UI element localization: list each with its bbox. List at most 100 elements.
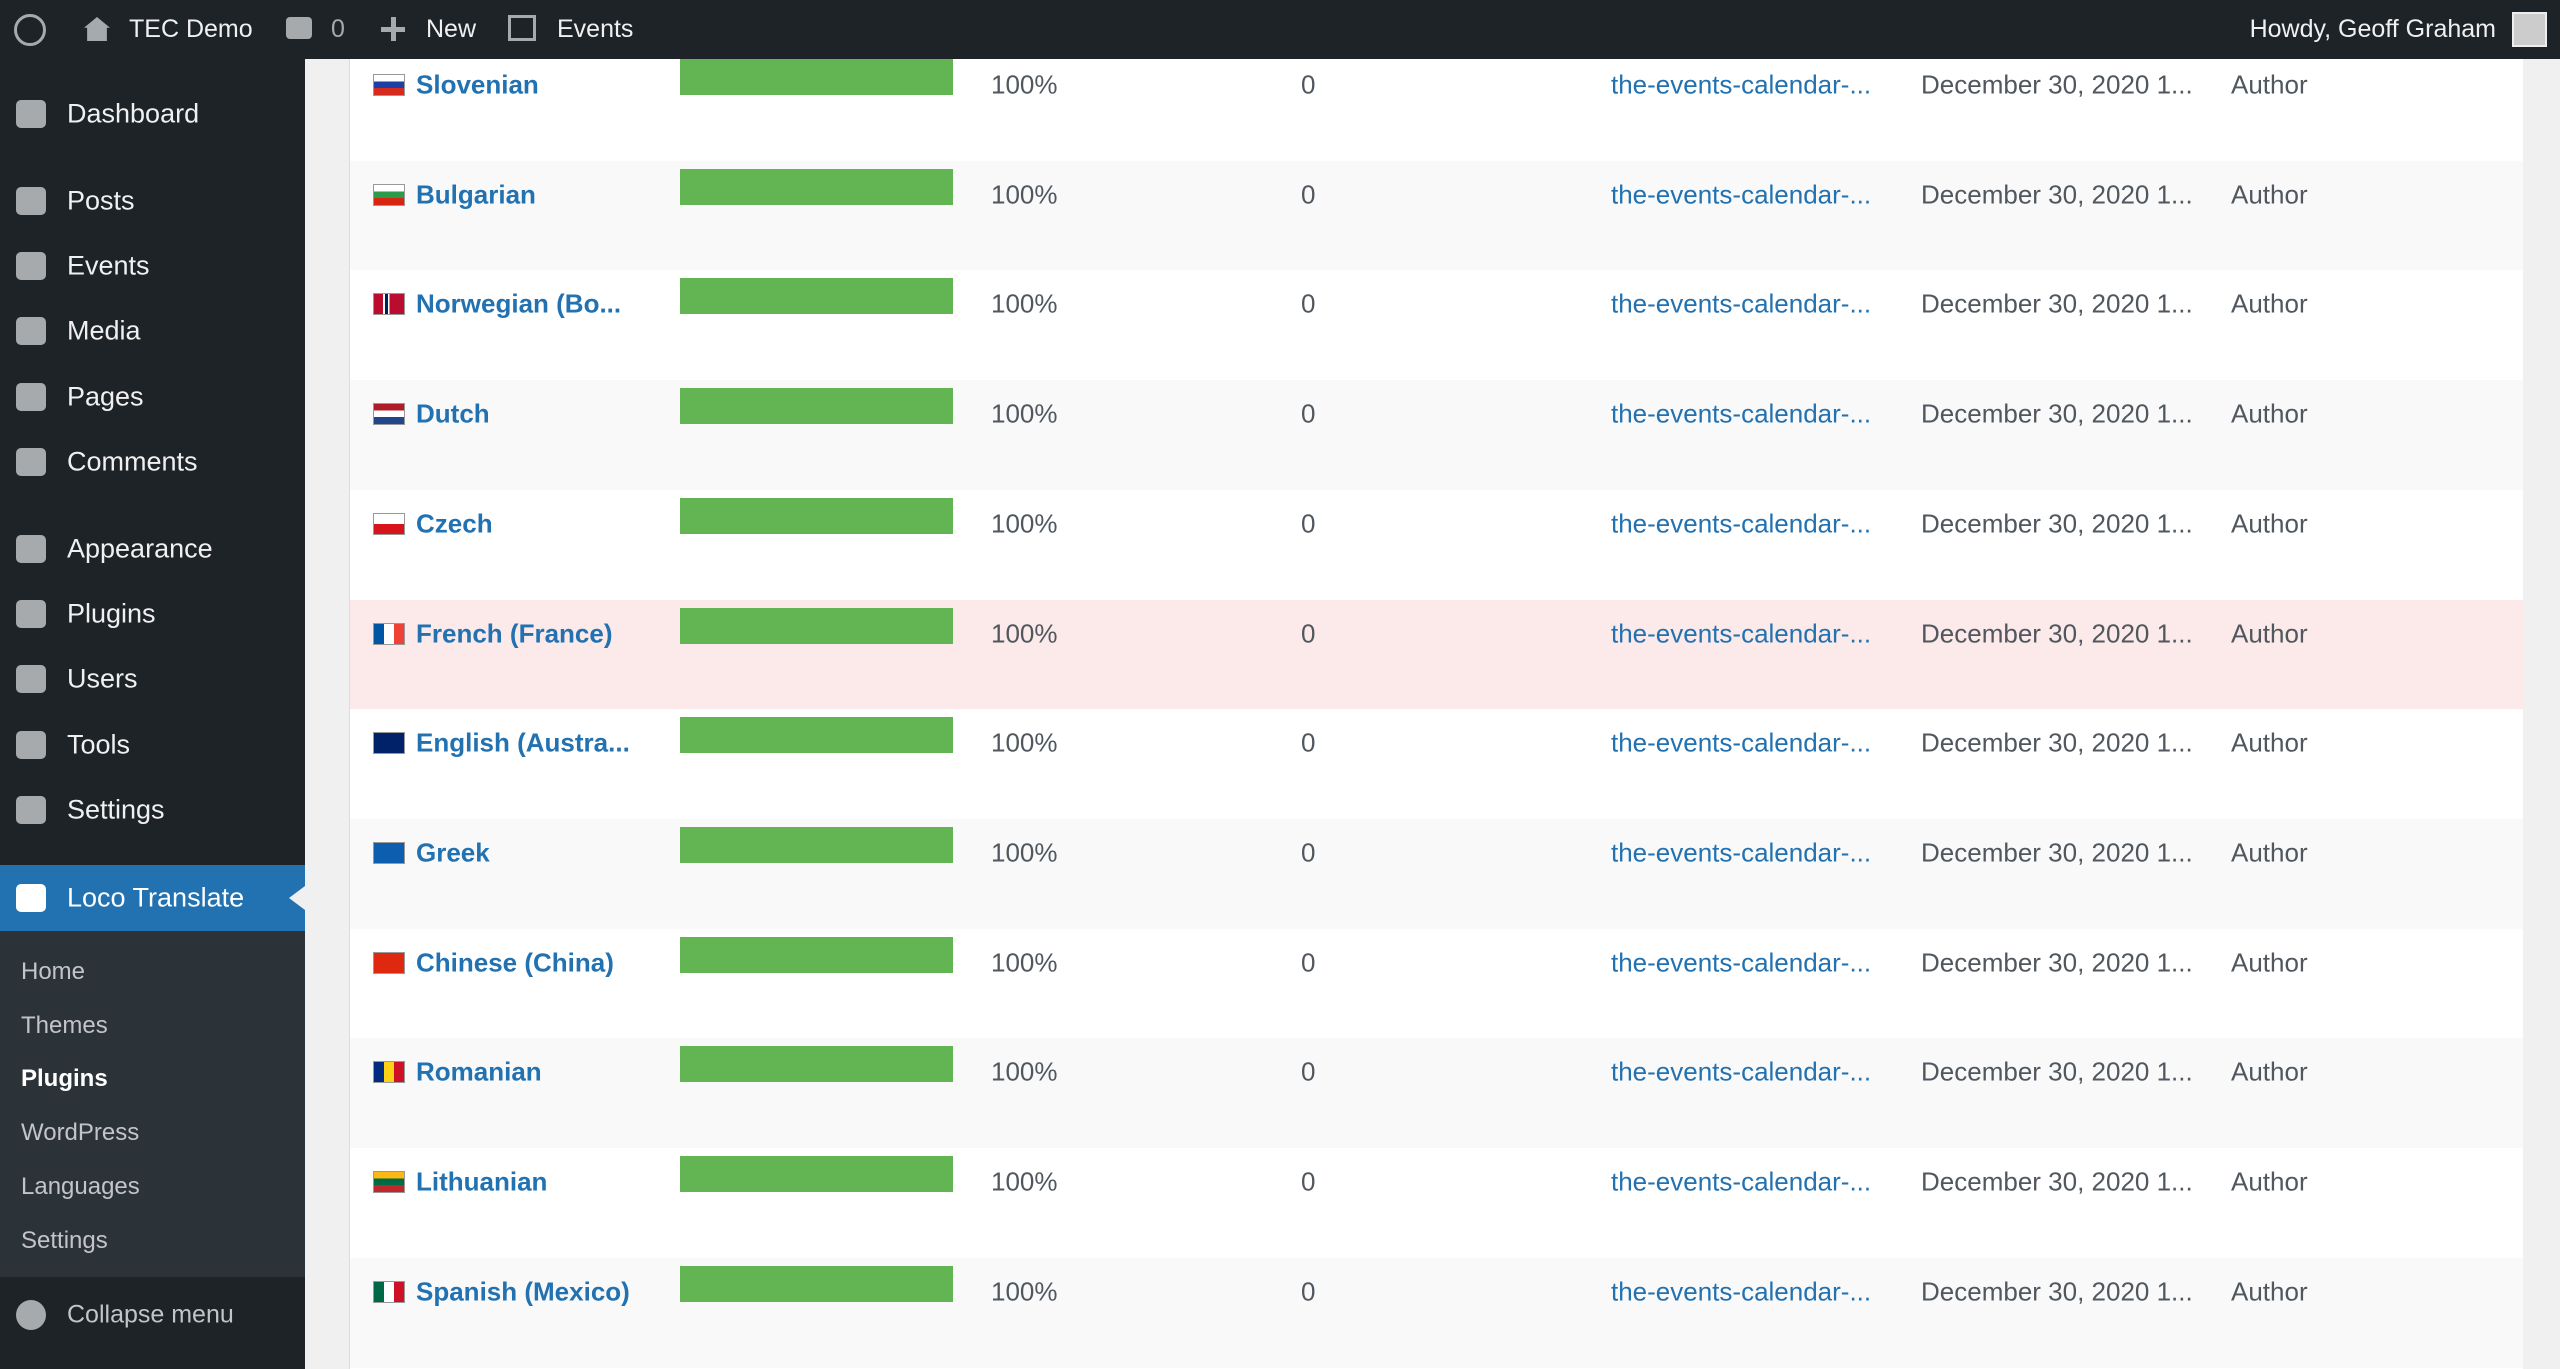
language-link[interactable]: Lithuanian: [416, 1166, 548, 1197]
language-link[interactable]: Bulgarian: [416, 179, 536, 210]
author: Author: [2231, 837, 2308, 868]
file-link[interactable]: the-events-calendar-...: [1611, 1056, 1872, 1087]
progress-percent: 100%: [991, 1166, 1058, 1197]
file-link[interactable]: the-events-calendar-...: [1611, 398, 1872, 429]
file-link[interactable]: the-events-calendar-...: [1611, 947, 1872, 978]
pending-count: 0: [1301, 947, 1316, 978]
flag-icon: [373, 951, 405, 974]
calendar-icon[interactable]: [508, 15, 536, 41]
menu-icon: [16, 383, 46, 411]
progress-bar: [680, 717, 953, 754]
file-link[interactable]: the-events-calendar-...: [1611, 837, 1872, 868]
file-link[interactable]: the-events-calendar-...: [1611, 288, 1872, 319]
table-row: Chinese (China) 100% 0 the-events-calendar-…: [350, 928, 2523, 1039]
progress-percent: 100%: [991, 947, 1058, 978]
progress-track: [680, 59, 953, 95]
language-link[interactable]: Greek: [416, 837, 490, 868]
progress-bar: [680, 59, 953, 95]
progress-bar: [680, 278, 953, 315]
menu-item[interactable]: Pages: [67, 381, 144, 412]
modified-date: December 30, 2020 1...: [1921, 69, 2193, 100]
language-link[interactable]: French (France): [416, 618, 613, 648]
table-row: Spanish (Mexico) 100% 0 the-events-calendar…: [350, 1257, 2523, 1368]
modified-date: December 30, 2020 1...: [1921, 1056, 2193, 1087]
menu-item[interactable]: Settings: [67, 794, 165, 825]
menu-icon: [16, 252, 46, 280]
language-link[interactable]: Chinese (China): [416, 947, 614, 978]
language-link[interactable]: Norwegian (Bo...: [416, 288, 622, 319]
progress-percent: 100%: [991, 398, 1058, 429]
home-icon[interactable]: [84, 17, 110, 41]
menu-item[interactable]: Comments: [67, 446, 198, 477]
menu-item[interactable]: Appearance: [67, 533, 213, 564]
admin-menu: Dashboard Posts Events Media Pages Comments Ap…: [0, 59, 305, 1369]
author: Author: [2231, 1166, 2308, 1197]
progress-percent: 100%: [991, 1056, 1058, 1087]
menu-item-active[interactable]: Loco Translate: [67, 882, 245, 913]
file-link[interactable]: the-events-calendar-...: [1611, 179, 1872, 210]
progress-bar: [680, 826, 953, 863]
menu-item[interactable]: Tools: [67, 729, 131, 760]
menu-icon: [16, 535, 46, 563]
progress-bar: [680, 936, 953, 973]
pending-count: 0: [1301, 69, 1316, 100]
language-link[interactable]: Czech: [416, 508, 493, 539]
flag-icon: [373, 512, 405, 535]
menu-item[interactable]: Posts: [67, 185, 135, 216]
submenu-item[interactable]: Home: [21, 958, 86, 985]
flag-icon: [373, 841, 405, 864]
wp-logo[interactable]: [14, 14, 46, 46]
menu-item[interactable]: Dashboard: [67, 98, 200, 129]
modified-date: December 30, 2020 1...: [1921, 508, 2193, 539]
collapse-icon[interactable]: [16, 1300, 46, 1330]
submenu-item[interactable]: WordPress: [21, 1119, 140, 1146]
progress-track: [680, 388, 953, 425]
file-link[interactable]: the-events-calendar-...: [1611, 1166, 1872, 1197]
file-link[interactable]: the-events-calendar-...: [1611, 727, 1872, 758]
modified-date: December 30, 2020 1...: [1921, 618, 2193, 648]
submenu-item[interactable]: Plugins: [21, 1065, 108, 1092]
comment-icon[interactable]: [286, 17, 312, 39]
submenu-item[interactable]: Themes: [21, 1012, 108, 1039]
menu-item[interactable]: Users: [67, 663, 138, 694]
file-link[interactable]: the-events-calendar-...: [1611, 69, 1872, 100]
comment-count[interactable]: 0: [331, 15, 345, 43]
author: Author: [2231, 727, 2308, 758]
progress-bar: [680, 1156, 953, 1192]
greeting[interactable]: Howdy, Geoff Graham: [2249, 15, 2496, 43]
language-link[interactable]: Romanian: [416, 1056, 542, 1087]
events-link[interactable]: Events: [557, 15, 634, 43]
file-link[interactable]: the-events-calendar-...: [1611, 1276, 1872, 1307]
avatar[interactable]: [2512, 12, 2547, 47]
author: Author: [2231, 179, 2308, 210]
flag-icon: [373, 1061, 405, 1084]
table-row: English (Austra... 100% 0 the-events-calend…: [350, 709, 2523, 820]
progress-bar: [680, 168, 953, 205]
table-row: Greek 100% 0 the-events-calendar-... Decembe…: [350, 818, 2523, 929]
language-link[interactable]: Dutch: [416, 398, 490, 429]
pending-count: 0: [1301, 179, 1316, 210]
language-link[interactable]: Spanish (Mexico): [416, 1276, 630, 1307]
file-link[interactable]: the-events-calendar-...: [1611, 618, 1872, 648]
menu-item[interactable]: Events: [67, 250, 150, 281]
new-link[interactable]: New: [426, 15, 477, 43]
progress-track: [680, 1265, 953, 1302]
menu-icon: [16, 100, 46, 128]
progress-percent: 100%: [991, 837, 1058, 868]
file-link[interactable]: the-events-calendar-...: [1611, 508, 1872, 539]
collapse-menu[interactable]: Collapse menu: [67, 1300, 234, 1329]
language-link[interactable]: Slovenian: [416, 69, 539, 100]
site-name[interactable]: TEC Demo: [129, 15, 253, 43]
menu-icon: [16, 600, 46, 628]
author: Author: [2231, 618, 2308, 648]
progress-track: [680, 607, 953, 644]
submenu-item[interactable]: Settings: [21, 1227, 108, 1254]
language-link[interactable]: English (Austra...: [416, 727, 630, 758]
progress-track: [680, 497, 953, 534]
menu-item[interactable]: Media: [67, 315, 141, 346]
flag-icon: [373, 403, 405, 426]
menu-item[interactable]: Plugins: [67, 598, 156, 629]
progress-bar: [680, 1265, 953, 1302]
author: Author: [2231, 398, 2308, 429]
submenu-item[interactable]: Languages: [21, 1173, 140, 1200]
